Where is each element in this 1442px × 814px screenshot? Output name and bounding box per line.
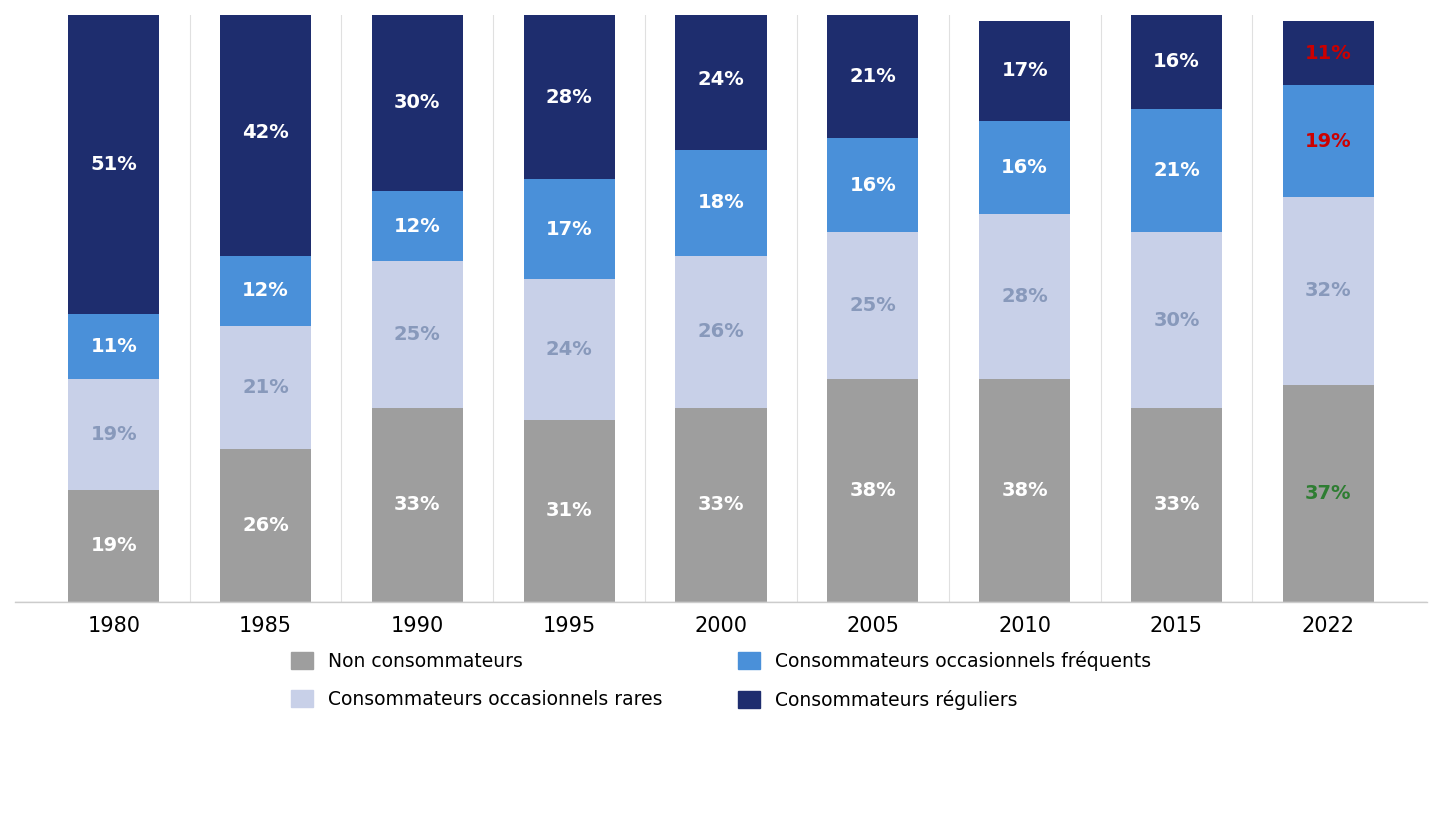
Text: 51%: 51% [91, 155, 137, 174]
Text: 24%: 24% [547, 340, 593, 359]
Text: 16%: 16% [1154, 52, 1200, 72]
Bar [68, 15, 159, 314]
Bar [1283, 197, 1374, 384]
Bar [675, 256, 767, 408]
Bar [828, 232, 919, 379]
Bar [372, 408, 463, 602]
Text: 33%: 33% [698, 496, 744, 514]
Text: 21%: 21% [849, 67, 895, 86]
Text: 19%: 19% [1305, 132, 1351, 151]
Bar [979, 214, 1070, 379]
Text: 37%: 37% [1305, 484, 1351, 502]
Bar [979, 21, 1070, 120]
Bar [221, 9, 311, 256]
Text: 30%: 30% [1154, 311, 1200, 330]
Bar [675, 150, 767, 256]
Text: 42%: 42% [242, 123, 288, 142]
Bar [1283, 384, 1374, 602]
Text: 28%: 28% [547, 88, 593, 107]
Bar [221, 449, 311, 602]
Bar [221, 326, 311, 449]
Bar [1131, 408, 1221, 602]
Text: 32%: 32% [1305, 281, 1351, 300]
Text: 31%: 31% [547, 501, 593, 520]
Bar [523, 15, 614, 179]
Bar [221, 256, 311, 326]
Bar [1283, 85, 1374, 197]
Text: 38%: 38% [849, 480, 895, 500]
Bar [1131, 109, 1221, 232]
Text: 16%: 16% [1001, 158, 1048, 177]
Bar [68, 490, 159, 602]
Text: 17%: 17% [1001, 61, 1048, 81]
Text: 28%: 28% [1001, 287, 1048, 306]
Bar [828, 138, 919, 232]
Bar [1283, 21, 1374, 85]
Text: 11%: 11% [91, 337, 137, 356]
Legend: Non consommateurs, Consommateurs occasionnels rares, Consommateurs occasionnels : Non consommateurs, Consommateurs occasio… [291, 651, 1151, 710]
Bar [979, 379, 1070, 602]
Text: 38%: 38% [1001, 480, 1048, 500]
Bar [523, 279, 614, 420]
Text: 26%: 26% [242, 516, 288, 535]
Bar [372, 261, 463, 408]
Text: 21%: 21% [1154, 161, 1200, 180]
Text: 19%: 19% [91, 425, 137, 444]
Text: 19%: 19% [91, 536, 137, 555]
Bar [372, 191, 463, 261]
Text: 33%: 33% [394, 496, 441, 514]
Text: 21%: 21% [242, 378, 288, 397]
Text: 33%: 33% [1154, 496, 1200, 514]
Bar [675, 9, 767, 150]
Bar [675, 408, 767, 602]
Text: 24%: 24% [698, 70, 744, 89]
Text: 26%: 26% [698, 322, 744, 341]
Text: 25%: 25% [849, 295, 895, 315]
Bar [372, 15, 463, 191]
Text: 16%: 16% [849, 176, 895, 195]
Bar [1131, 15, 1221, 109]
Bar [979, 120, 1070, 214]
Bar [68, 314, 159, 379]
Text: 30%: 30% [394, 94, 441, 112]
Text: 25%: 25% [394, 326, 441, 344]
Bar [523, 179, 614, 279]
Bar [68, 379, 159, 490]
Text: 17%: 17% [547, 220, 593, 239]
Bar [828, 15, 919, 138]
Text: 12%: 12% [242, 281, 288, 300]
Bar [523, 420, 614, 602]
Bar [828, 379, 919, 602]
Text: 18%: 18% [698, 193, 744, 212]
Text: 12%: 12% [394, 217, 441, 236]
Bar [1131, 232, 1221, 408]
Text: 11%: 11% [1305, 44, 1351, 63]
